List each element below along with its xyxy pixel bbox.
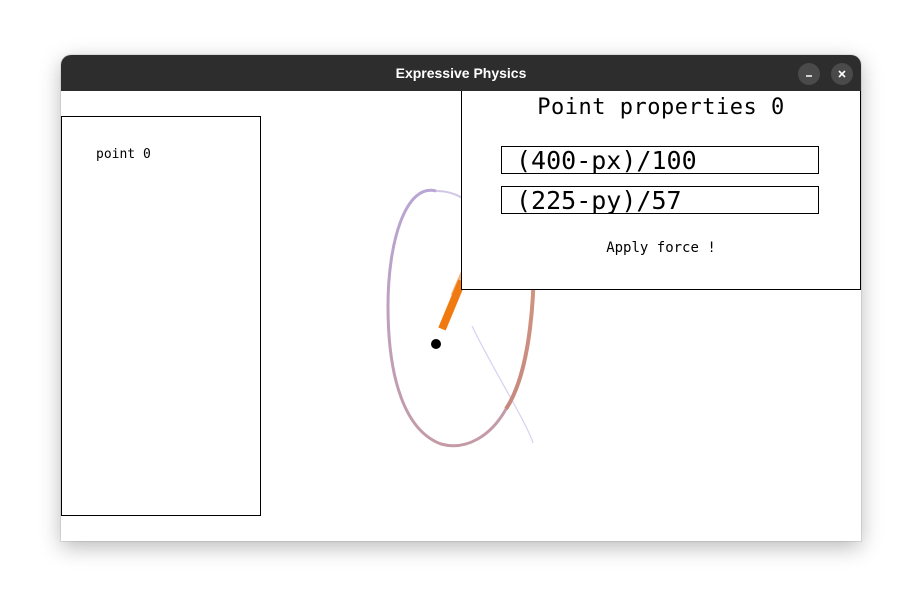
minimize-button[interactable] <box>798 63 820 85</box>
close-button[interactable] <box>831 63 853 85</box>
properties-title: Point properties 0 <box>537 95 785 120</box>
trail-head <box>438 279 466 331</box>
title-bar[interactable]: Expressive Physics <box>61 55 861 91</box>
point-list-item[interactable]: point 0 <box>96 147 151 162</box>
apply-force-button[interactable]: Apply force ! <box>462 240 860 256</box>
app-window: Expressive Physics <box>61 55 861 541</box>
point-list-panel: point 0 <box>61 116 261 516</box>
minimize-icon <box>806 75 812 77</box>
window-title: Expressive Physics <box>395 65 527 81</box>
trail-left-arc <box>386 188 508 448</box>
point-properties-panel: Point properties 0 Apply force ! <box>461 91 861 290</box>
trail-faint-segment <box>471 325 534 444</box>
force-y-input[interactable] <box>501 186 819 214</box>
force-x-input[interactable] <box>501 146 819 174</box>
simulation-canvas[interactable]: point 0 Point properties 0 Apply force ! <box>61 91 861 541</box>
close-icon <box>838 70 846 78</box>
attractor-point[interactable] <box>431 339 441 349</box>
